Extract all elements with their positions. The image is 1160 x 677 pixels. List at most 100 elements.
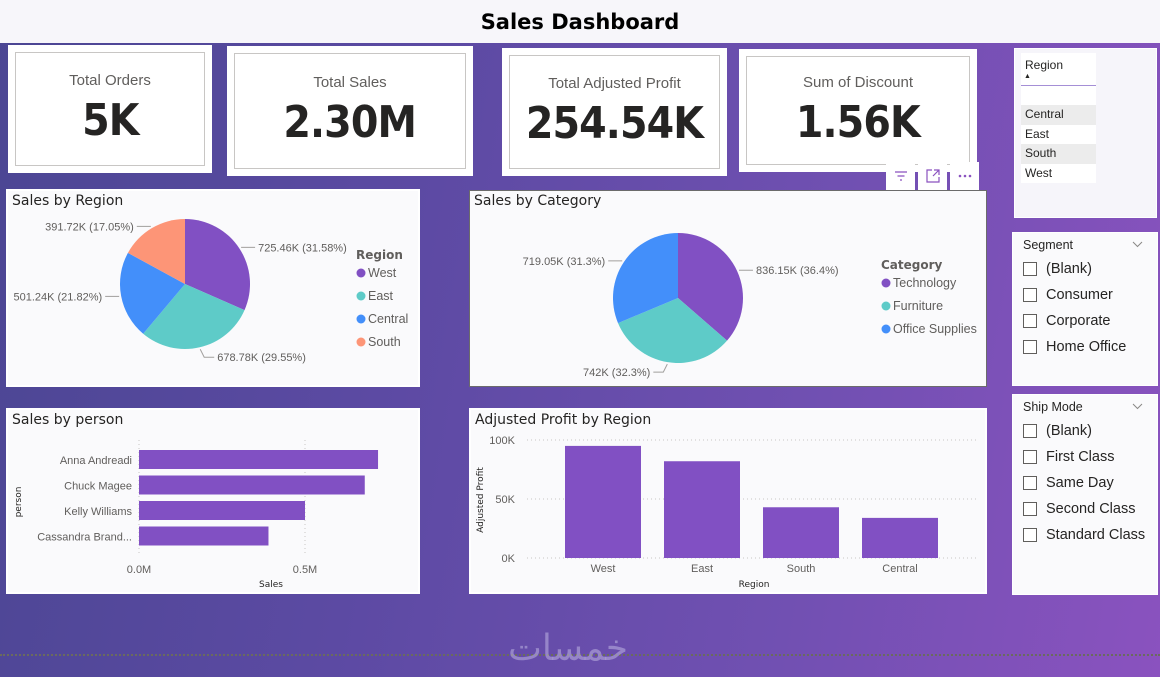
ship-mode-option[interactable]: (Blank) bbox=[1013, 418, 1157, 444]
pie-slice-technology[interactable] bbox=[678, 233, 743, 341]
y-axis-title: Adjusted Profit bbox=[476, 467, 486, 533]
column[interactable] bbox=[664, 461, 740, 558]
region-table: Region ▲ Central East South West bbox=[1021, 53, 1096, 183]
kpi-value: 2.30M bbox=[283, 97, 418, 148]
sort-ascending-icon[interactable]: ▲ bbox=[1024, 73, 1031, 80]
kpi-label: Total Orders bbox=[69, 72, 151, 89]
region-row[interactable]: South bbox=[1021, 144, 1096, 164]
visual-header bbox=[886, 162, 979, 190]
bar[interactable] bbox=[139, 526, 269, 546]
visual-sales-by-category[interactable]: Sales by Category 836.15K (36.4%) 742K (3… bbox=[469, 190, 987, 387]
visual-title: Adjusted Profit by Region bbox=[475, 412, 652, 428]
visual-title: Sales by Category bbox=[474, 193, 602, 209]
chevron-down-icon[interactable] bbox=[1132, 239, 1143, 251]
legend-item: Central bbox=[368, 312, 408, 326]
region-header-label: Region bbox=[1025, 58, 1064, 72]
pie-slice-south[interactable] bbox=[127, 219, 185, 284]
checkbox[interactable] bbox=[1023, 340, 1037, 354]
region-column-header[interactable]: Region ▲ bbox=[1021, 53, 1096, 86]
checkbox[interactable] bbox=[1023, 314, 1037, 328]
column[interactable] bbox=[565, 445, 641, 558]
data-label: 391.72K (17.05%) bbox=[45, 221, 134, 233]
checkbox[interactable] bbox=[1023, 424, 1037, 438]
x-axis-title: Sales bbox=[259, 580, 283, 590]
x-tick-label: 0.0M bbox=[127, 564, 151, 576]
x-tick-label: 0.5M bbox=[293, 564, 317, 576]
column[interactable] bbox=[862, 517, 938, 558]
data-label: 742K (32.3%) bbox=[583, 367, 650, 379]
filter-icon[interactable] bbox=[886, 162, 915, 190]
region-slicer[interactable]: Region ▲ Central East South West bbox=[1014, 48, 1157, 218]
visual-title: Sales by Region bbox=[12, 193, 124, 209]
y-tick-label: Cassandra Brand... bbox=[37, 532, 132, 544]
data-label: 719.05K (31.3%) bbox=[523, 256, 606, 268]
kpi-card-total-orders[interactable]: Total Orders 5K bbox=[8, 45, 212, 173]
legend-marker bbox=[881, 278, 891, 288]
focus-mode-icon[interactable] bbox=[918, 162, 947, 190]
kpi-value: 1.56K bbox=[796, 96, 921, 148]
checkbox[interactable] bbox=[1023, 262, 1037, 276]
checkbox[interactable] bbox=[1023, 476, 1037, 490]
legend-item: Technology bbox=[893, 276, 957, 290]
column-chart-adjusted-profit-by-region: 0K 50K 100K West East South Central Region Adjus… bbox=[476, 435, 979, 590]
pie-slice-office-supplies[interactable] bbox=[613, 233, 678, 324]
legend-item: West bbox=[368, 266, 397, 280]
region-row[interactable]: Central bbox=[1021, 105, 1096, 125]
ship-mode-option[interactable]: Standard Class bbox=[1013, 522, 1157, 548]
pie-slice-central[interactable] bbox=[120, 252, 185, 334]
pie-slice-west[interactable] bbox=[185, 219, 250, 311]
ship-mode-option[interactable]: Second Class bbox=[1013, 496, 1157, 522]
checkbox[interactable] bbox=[1023, 288, 1037, 302]
legend-item: East bbox=[368, 289, 394, 303]
bar[interactable] bbox=[139, 450, 379, 469]
segment-option[interactable]: (Blank) bbox=[1013, 256, 1157, 282]
segment-slicer-title: Segment bbox=[1023, 238, 1074, 252]
segment-option[interactable]: Home Office bbox=[1013, 334, 1157, 360]
x-axis-title: Region bbox=[739, 580, 770, 590]
kpi-card-total-sales[interactable]: Total Sales 2.30M bbox=[227, 46, 473, 176]
region-row[interactable]: West bbox=[1025, 165, 1053, 180]
segment-option[interactable]: Corporate bbox=[1013, 308, 1157, 334]
legend-marker bbox=[356, 337, 366, 347]
kpi-label: Total Adjusted Profit bbox=[548, 75, 681, 92]
checkbox[interactable] bbox=[1023, 528, 1037, 542]
data-label: 836.15K (36.4%) bbox=[756, 265, 839, 277]
bar[interactable] bbox=[139, 501, 305, 520]
legend-title: Category bbox=[881, 258, 943, 272]
leader-line bbox=[653, 363, 668, 373]
leader-line bbox=[199, 349, 215, 358]
pie-chart-sales-by-region: 725.46K (31.58%) 678.78K (29.55%) 501.24K … bbox=[13, 219, 408, 364]
kpi-card-total-adjusted-profit[interactable]: Total Adjusted Profit 254.54K bbox=[502, 48, 727, 176]
kpi-value: 5K bbox=[81, 95, 139, 146]
checkbox[interactable] bbox=[1023, 502, 1037, 516]
region-row[interactable]: East bbox=[1025, 126, 1050, 141]
visual-sales-by-person[interactable]: Sales by person 0.0M 0.5M Anna Andreadi Chu… bbox=[6, 408, 420, 594]
more-options-icon[interactable] bbox=[950, 162, 979, 190]
legend-marker bbox=[881, 301, 891, 311]
x-tick-label: South bbox=[787, 563, 816, 575]
pie-slice-furniture[interactable] bbox=[618, 298, 728, 364]
column[interactable] bbox=[763, 507, 839, 558]
chevron-down-icon[interactable] bbox=[1132, 401, 1143, 413]
checkbox[interactable] bbox=[1023, 450, 1037, 464]
data-label: 678.78K (29.55%) bbox=[217, 352, 306, 364]
watermark-logo: خمسات bbox=[508, 628, 629, 669]
segment-option[interactable]: Consumer bbox=[1013, 282, 1157, 308]
kpi-card-sum-of-discount[interactable]: Sum of Discount 1.56K bbox=[739, 49, 977, 172]
visual-sales-by-region[interactable]: Sales by Region 725.46K (31.58%) 678.78K … bbox=[6, 189, 420, 387]
y-tick-label: 100K bbox=[489, 435, 515, 447]
bar[interactable] bbox=[139, 475, 365, 495]
pie-slice-east[interactable] bbox=[143, 284, 245, 349]
data-label: 501.24K (21.82%) bbox=[13, 291, 102, 303]
ship-mode-slicer[interactable]: Ship Mode (Blank) First Class Same Day S… bbox=[1012, 394, 1158, 595]
ship-mode-option[interactable]: First Class bbox=[1013, 444, 1157, 470]
y-tick-label: Kelly Williams bbox=[64, 506, 132, 518]
data-label: 725.46K (31.58%) bbox=[258, 242, 347, 254]
legend-item: Furniture bbox=[893, 299, 943, 313]
visual-adjusted-profit-by-region[interactable]: Adjusted Profit by Region 0K 50K 100K West E… bbox=[469, 408, 987, 594]
segment-slicer[interactable]: Segment (Blank) Consumer Corporate Home … bbox=[1012, 232, 1158, 386]
ship-mode-option[interactable]: Same Day bbox=[1013, 470, 1157, 496]
kpi-label: Sum of Discount bbox=[802, 73, 914, 91]
x-tick-label: Central bbox=[882, 563, 917, 575]
y-tick-label: 0K bbox=[502, 553, 516, 565]
